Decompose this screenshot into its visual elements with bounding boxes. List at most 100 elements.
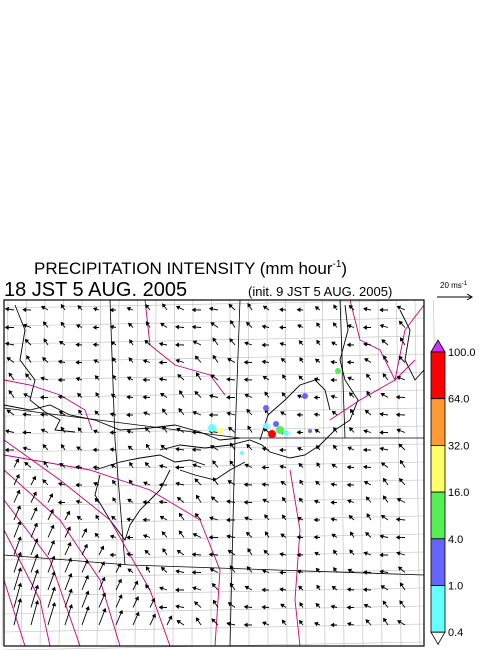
wind-vector-head: [208, 393, 214, 399]
wind-vector-head: [85, 590, 90, 595]
wind-vector-head: [75, 482, 80, 488]
wind-vector-head: [111, 515, 116, 521]
wind-vector-head: [33, 522, 38, 528]
wind-vector-head: [22, 446, 27, 451]
wind-vector-head: [31, 475, 37, 481]
wind-vector-head: [118, 594, 123, 599]
wind-vector-head: [296, 534, 301, 540]
wind-vector: [64, 589, 72, 608]
wind-vector-head: [60, 426, 65, 432]
wind-vector-head: [314, 429, 319, 434]
wind-vector-head: [142, 394, 147, 400]
wind-vector-head: [346, 482, 351, 488]
wind-vector-head: [395, 394, 400, 400]
wind-vector-head: [245, 321, 251, 327]
wind-vector-head: [330, 622, 335, 628]
wind-vector-head: [168, 615, 173, 620]
grid-line: [359, 299, 364, 647]
wind-vector-head: [212, 599, 218, 605]
wind-vector-head: [379, 411, 384, 417]
wind-vector-head: [226, 517, 230, 523]
grid-line: [3, 317, 425, 327]
wind-vector: [30, 585, 39, 608]
wind-vector-head: [75, 376, 81, 382]
wind-vector-head: [17, 551, 22, 557]
wind-vector-head: [145, 443, 150, 449]
wind-vector-head: [158, 482, 163, 488]
wind-vector-head: [247, 425, 252, 431]
wind-vector-head: [58, 340, 64, 346]
wind-vector-head: [40, 305, 46, 311]
wind-vector-head: [247, 303, 252, 308]
colorbar: 100.0 64.0 32.0 16.0 4.0 1.0 0.4: [430, 339, 476, 645]
wind-vector-head: [243, 604, 248, 610]
precip-cell: [283, 430, 289, 436]
wind-vector-head: [280, 480, 286, 486]
wind-vector-head: [331, 341, 336, 346]
wind-vector-head: [315, 602, 320, 608]
wind-vector-head: [160, 566, 166, 572]
wind-vector-head: [144, 426, 150, 432]
wind-vector-head: [117, 562, 122, 568]
wind-vector-head: [43, 460, 48, 466]
wind-vector-head: [396, 498, 402, 503]
wind-vector-head: [363, 480, 369, 486]
wind-vector-head: [68, 604, 73, 609]
wind-vector-head: [316, 584, 321, 590]
precip-cell: [335, 368, 341, 374]
wind-vector-head: [313, 517, 318, 523]
wind-vector-head: [134, 580, 139, 585]
colorbar-label: 16.0: [448, 487, 469, 499]
wind-vector-head: [158, 376, 164, 382]
wind-vector-head: [262, 375, 268, 381]
wind-vector-head: [160, 322, 165, 327]
wind-vector-head: [226, 621, 231, 627]
map: [1, 299, 440, 650]
wind-vector-head: [178, 512, 184, 518]
wind-vector-head: [246, 566, 251, 571]
wind-vector-head: [347, 324, 352, 329]
wind-vector-head: [4, 341, 10, 347]
wind-vector-head: [77, 304, 82, 310]
wind-vector-head: [313, 377, 319, 382]
wind-vector-head: [67, 557, 72, 562]
wind-vector-head: [379, 552, 384, 558]
wind-vector-head: [399, 459, 405, 465]
colorbar-label: 32.0: [448, 440, 469, 452]
wind-vector-head: [126, 306, 131, 312]
wind-vector-head: [191, 307, 196, 313]
wind-vector-head: [362, 587, 367, 593]
wind-vector-head: [191, 447, 196, 453]
wind-vector-head: [158, 360, 163, 365]
wind-vector-head: [34, 600, 40, 605]
wind-vector-head: [281, 514, 287, 519]
grid-line: [303, 299, 307, 647]
wind-vector-head: [331, 463, 336, 468]
wind-vector-head: [194, 390, 199, 396]
wind-vector-head: [176, 620, 182, 625]
wind-vector-head: [93, 429, 98, 434]
wind-vector-head: [14, 458, 20, 463]
wind-vector-head: [227, 602, 233, 607]
wind-vector-head: [332, 322, 338, 327]
wind-vector-head: [127, 445, 133, 450]
wind-vector-head: [313, 412, 318, 417]
wind-vector-head: [208, 552, 213, 557]
wind-vector-head: [145, 584, 150, 589]
wind-vector-head: [261, 446, 267, 452]
wind-vector-head: [26, 355, 31, 360]
wind-vector-head: [109, 447, 114, 452]
wind-vector-head: [93, 481, 98, 487]
wind-vector-head: [313, 499, 319, 504]
wind-vector-head: [299, 619, 304, 625]
precip-cell: [273, 421, 279, 427]
wind-vector-head: [6, 409, 12, 414]
wind-vector-head: [145, 566, 150, 571]
colorbar-segment: [430, 351, 446, 400]
wind-vector-head: [330, 517, 335, 522]
wind-vector-head: [346, 605, 351, 610]
wind-vector-head: [67, 541, 72, 547]
wind-vector-head: [176, 549, 182, 555]
wind-vector-head: [280, 411, 285, 416]
wind-vector-head: [109, 552, 114, 558]
